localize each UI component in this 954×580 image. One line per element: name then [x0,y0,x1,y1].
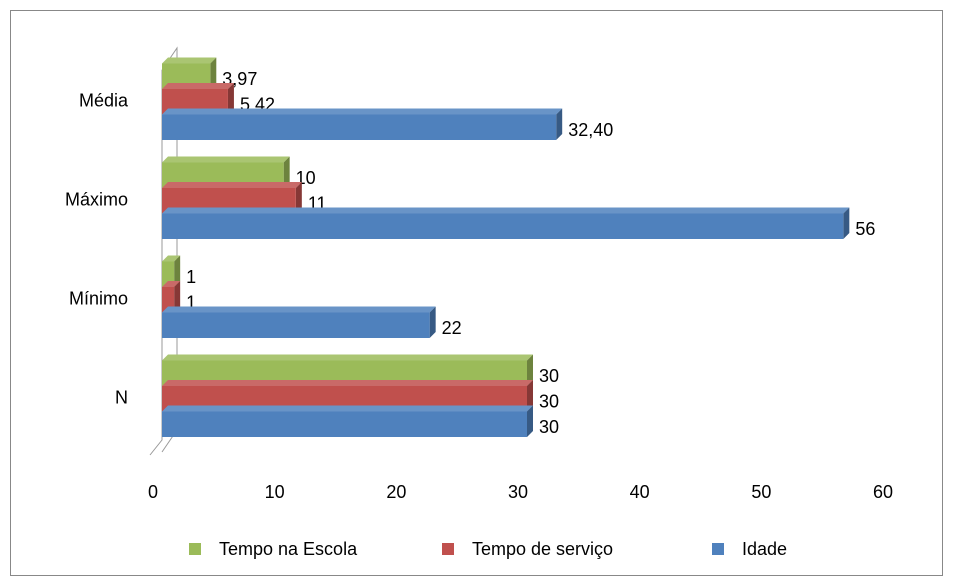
legend-swatch [442,543,454,555]
bar [162,114,557,140]
bar-top [162,306,436,313]
bar-top [162,255,181,262]
bar [162,411,527,437]
bar-top [162,57,217,64]
bar-top [162,380,533,386]
x-tick-label: 0 [148,482,158,502]
bar-side [283,156,290,188]
data-label: 22 [442,318,462,338]
bar-top [162,83,234,89]
bar-top [162,182,302,188]
x-tick-label: 50 [751,482,771,502]
data-label: 56 [855,219,875,239]
bar-side [174,255,181,287]
x-tick-label: 60 [873,482,893,502]
bar-side [527,380,533,412]
x-tick-label: 40 [630,482,650,502]
bar-side [429,306,436,338]
bar [162,213,844,239]
legend-swatch [712,543,724,555]
bar-top [162,108,563,115]
bar-top [162,207,850,214]
y-tick-label: N [115,388,128,408]
legend-swatch [189,543,201,555]
data-label: 30 [539,417,559,437]
bar-side [295,182,302,214]
bar-side [527,354,533,386]
bar-side [556,108,563,140]
x-tick-label: 10 [265,482,285,502]
bar-side [843,207,850,239]
bar-top [162,354,533,361]
data-label: 30 [539,392,559,412]
y-tick-label: Mínimo [69,289,128,309]
legend-label: Idade [742,539,787,559]
bar-side [227,83,234,115]
data-label: 1 [186,267,196,287]
legend-label: Tempo de serviço [472,539,613,559]
data-label: 1 [186,293,196,313]
y-tick-label: Máximo [65,190,128,210]
legend-label: Tempo na Escola [219,539,358,559]
y-tick-label: Média [79,91,129,111]
x-tick-label: 30 [508,482,528,502]
data-label: 32,40 [568,120,613,140]
x-tick-label: 20 [386,482,406,502]
bar-side [174,281,181,313]
bar-top [162,156,290,163]
bar-top [162,405,533,412]
bar-side [527,405,533,437]
bar-side [210,57,217,89]
bar [162,312,430,338]
bar-top [162,281,181,287]
data-label: 30 [539,366,559,386]
bar [162,261,175,287]
bar [162,287,175,313]
